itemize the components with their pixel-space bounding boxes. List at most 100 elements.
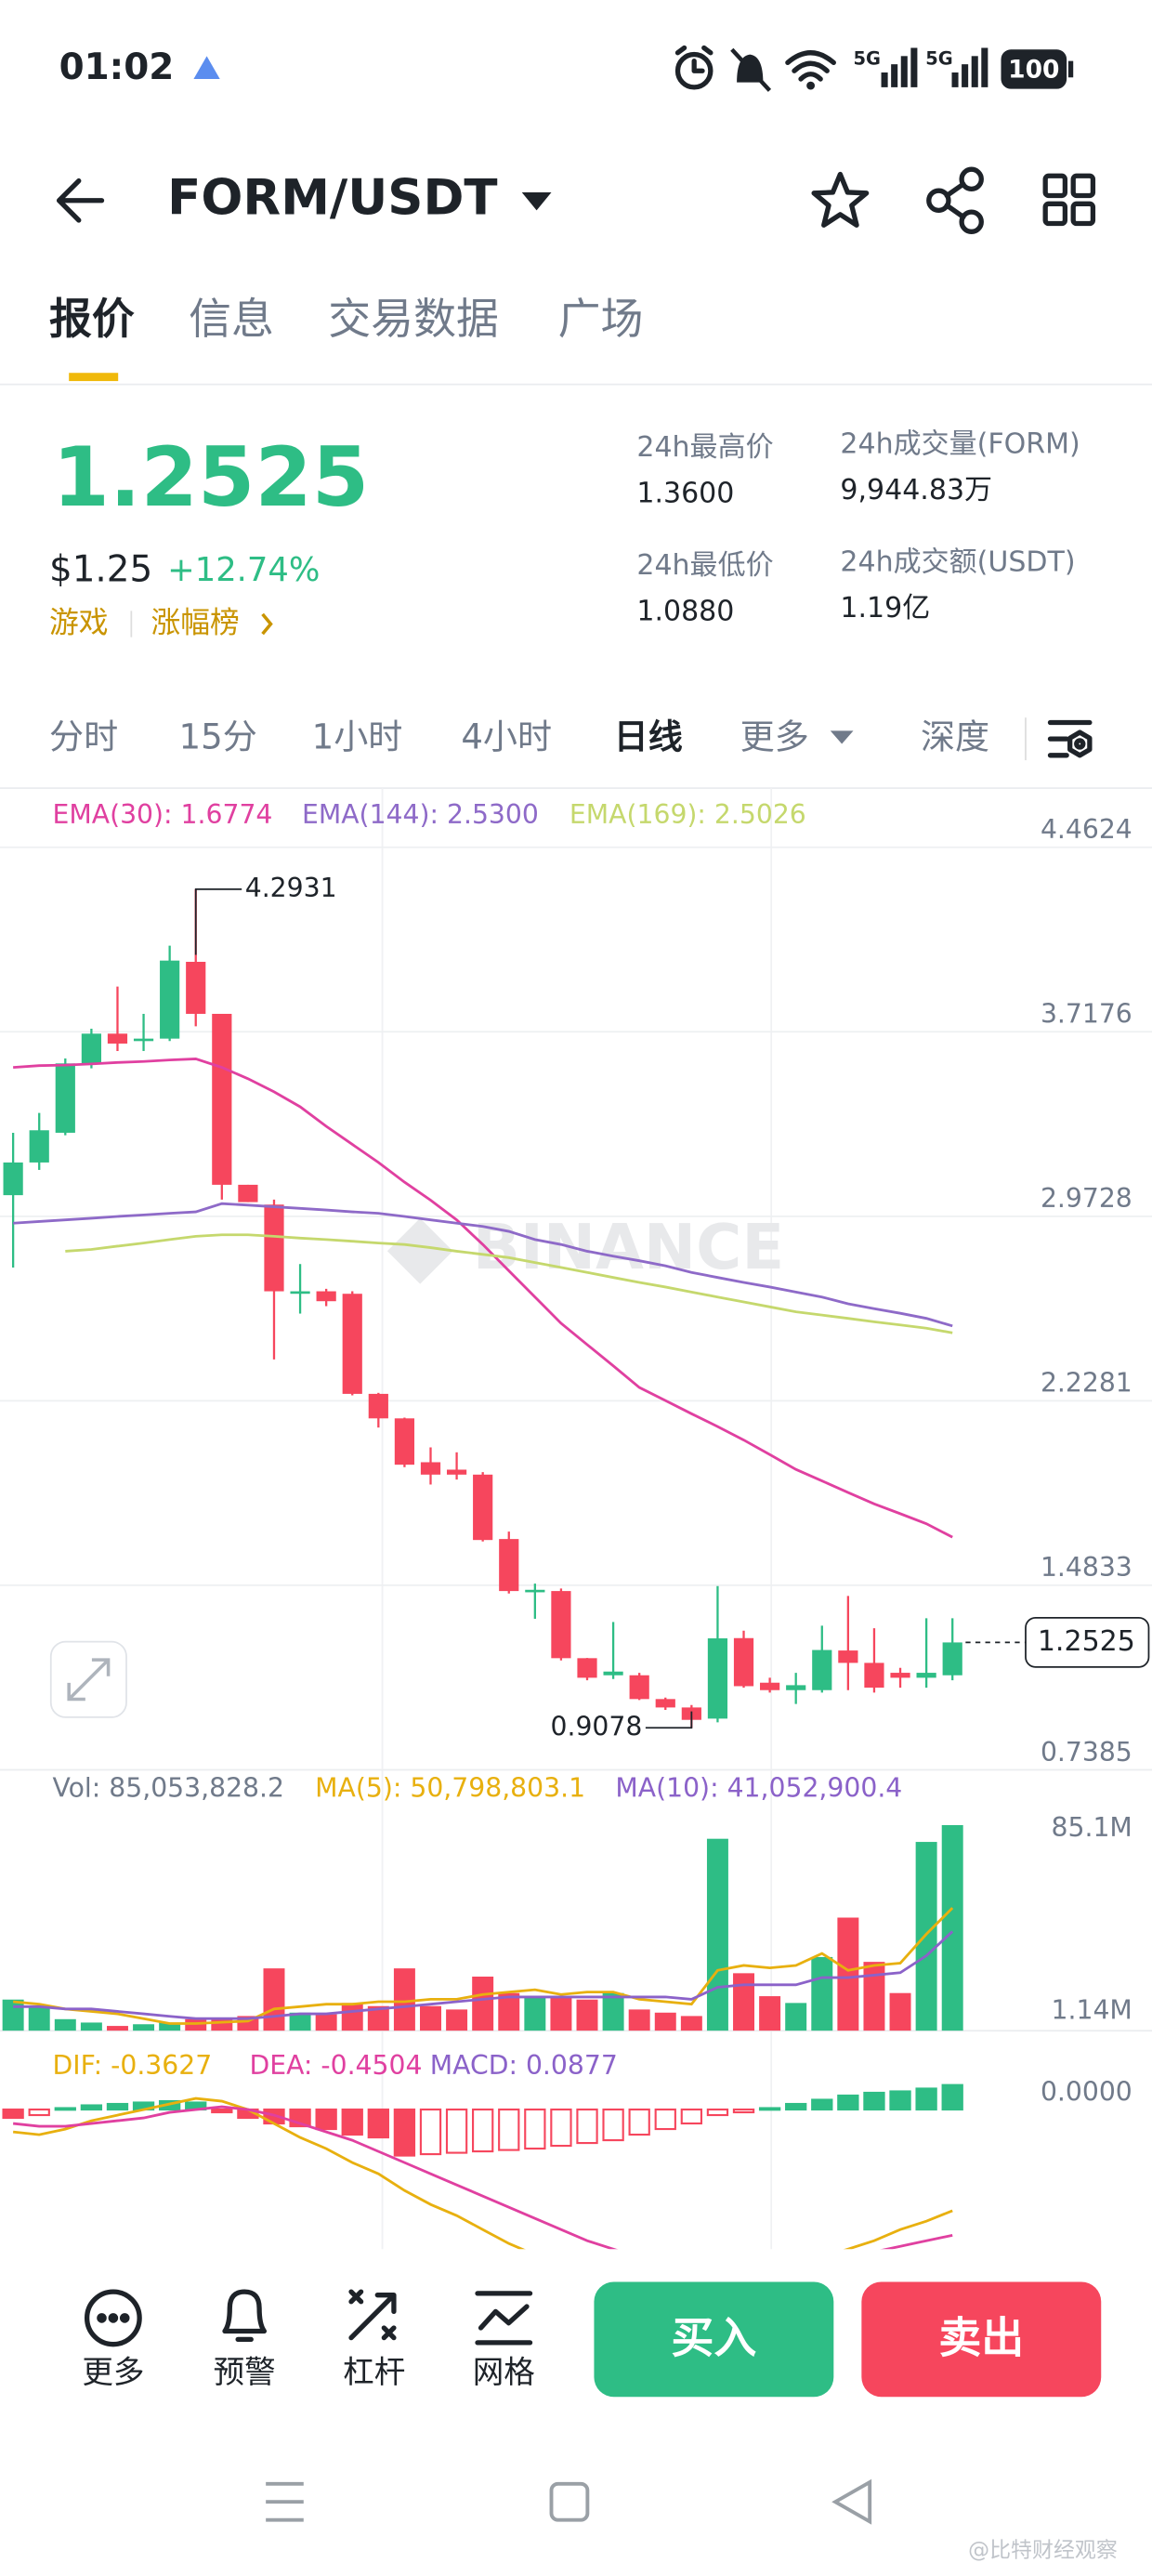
indicator-line bbox=[13, 1202, 953, 1328]
favorite-button[interactable] bbox=[811, 171, 870, 228]
sell-label[interactable]: 卖出 bbox=[938, 2313, 1024, 2363]
volume-bar bbox=[420, 2005, 441, 2031]
indicator-line bbox=[12, 1907, 954, 2025]
candle-body bbox=[525, 1589, 545, 1593]
candle-body bbox=[316, 1291, 336, 1302]
tab[interactable]: 报价 bbox=[49, 294, 135, 344]
macd-bar bbox=[811, 2098, 833, 2111]
legend-entry: MA(10): 41,052,900.4 bbox=[615, 1773, 902, 1804]
candle-body bbox=[916, 1673, 936, 1678]
tool-label[interactable]: 杠杆 bbox=[343, 2354, 405, 2390]
interval-tab[interactable]: 4小时 bbox=[461, 717, 552, 757]
macd-bar bbox=[524, 2108, 546, 2150]
y-tick-label: 0.0000 bbox=[1041, 2076, 1132, 2107]
volume-bar bbox=[811, 1956, 833, 2031]
indicator-line bbox=[12, 2105, 953, 2250]
price-chart: 4.4624 3.7176 2.9728 2.2281 1.4833 0.7385 BINA… bbox=[0, 814, 1152, 1770]
candle-body bbox=[864, 1663, 884, 1689]
indicator-line bbox=[13, 1930, 954, 2020]
more-dropdown[interactable] bbox=[830, 730, 854, 744]
legend-entry: MACD: 0.0877 bbox=[430, 2050, 618, 2081]
interval-tab[interactable]: 更多 bbox=[740, 717, 809, 757]
buy-button[interactable] bbox=[594, 2281, 834, 2398]
stat-value: 1.3600 bbox=[636, 477, 734, 509]
tool-label[interactable]: 网格 bbox=[473, 2354, 535, 2390]
back-button[interactable] bbox=[56, 177, 105, 223]
candle-body bbox=[368, 1393, 388, 1419]
price-change: +12.74% bbox=[167, 551, 320, 589]
volume-bar bbox=[628, 2009, 650, 2031]
volume-bar bbox=[654, 2012, 676, 2031]
macd-bar bbox=[863, 2091, 885, 2111]
volume-bar bbox=[263, 1968, 285, 2031]
y-tick-label: 0.7385 bbox=[1041, 1737, 1132, 1768]
tab[interactable]: 信息 bbox=[189, 294, 274, 344]
candle-body bbox=[812, 1649, 832, 1690]
legend-entry: DEA: -0.4504 bbox=[249, 2050, 422, 2081]
candle-body bbox=[838, 1650, 858, 1663]
tag[interactable]: 游戏 bbox=[49, 605, 109, 639]
y-tick-label: 1.4833 bbox=[1041, 1552, 1132, 1583]
tab[interactable]: 广场 bbox=[558, 294, 644, 344]
sell-button[interactable] bbox=[861, 2281, 1102, 2398]
menu-button[interactable] bbox=[1042, 173, 1096, 227]
last-price-label: 1.2525 bbox=[1038, 1625, 1135, 1658]
y-tick-label: 2.2281 bbox=[1041, 1368, 1132, 1399]
usd-price: $1.25 bbox=[49, 548, 152, 590]
expand-button[interactable] bbox=[49, 1640, 127, 1718]
tool-icons bbox=[84, 2289, 533, 2347]
interval-tab[interactable]: 分时 bbox=[49, 717, 118, 757]
candle-body bbox=[760, 1682, 780, 1690]
interval-tab[interactable]: 深度 bbox=[921, 717, 989, 757]
macd-bar bbox=[419, 2108, 442, 2156]
candle-body bbox=[186, 962, 206, 1014]
stat-value: 9,944.83万 bbox=[840, 474, 992, 506]
interval-tab[interactable]: 15分 bbox=[179, 717, 257, 757]
interval-tab[interactable]: 日线 bbox=[614, 717, 683, 757]
candle-body bbox=[577, 1658, 597, 1678]
tag[interactable]: 涨幅榜 bbox=[151, 605, 240, 639]
volume-bar bbox=[733, 1973, 755, 2031]
candle-body bbox=[264, 1204, 284, 1292]
buy-label[interactable]: 买入 bbox=[671, 2313, 756, 2363]
macd-bar bbox=[54, 2107, 76, 2111]
tool-label[interactable]: 更多 bbox=[82, 2354, 144, 2390]
volume-chart bbox=[2, 1824, 963, 2031]
legend-entry: EMA(144): 2.5300 bbox=[302, 799, 539, 830]
macd-bar bbox=[602, 2108, 624, 2142]
macd-bar bbox=[106, 2102, 129, 2111]
legend-entry: DIF: -0.3627 bbox=[53, 2050, 213, 2081]
volume-bar bbox=[550, 1996, 572, 2031]
macd-bar bbox=[732, 2108, 755, 2114]
candle-body bbox=[942, 1642, 962, 1676]
tab[interactable]: 交易数据 bbox=[328, 294, 499, 344]
interval-tab[interactable]: 1小时 bbox=[312, 717, 403, 757]
macd-bar bbox=[680, 2108, 703, 2125]
volume-bar bbox=[2, 1999, 24, 2031]
macd-bar bbox=[498, 2108, 520, 2151]
logo-text: BINANCE bbox=[473, 1211, 784, 1283]
share-button[interactable] bbox=[926, 166, 984, 234]
macd-bar bbox=[367, 2108, 389, 2139]
stat-label: 24h成交量(FORM) bbox=[840, 427, 1080, 460]
volume-bar bbox=[889, 1992, 911, 2031]
pair-dropdown[interactable] bbox=[521, 191, 552, 211]
nav-bar[interactable] bbox=[266, 2478, 872, 2525]
indicator-line bbox=[12, 2096, 953, 2250]
chart-settings[interactable] bbox=[1047, 719, 1093, 758]
volume-bar bbox=[863, 1962, 885, 2031]
candle-body bbox=[238, 1184, 258, 1203]
volume-bar bbox=[680, 2016, 702, 2031]
status-icons bbox=[674, 45, 1074, 92]
tool-label[interactable]: 预警 bbox=[214, 2354, 276, 2390]
y-tick-label: 2.9728 bbox=[1041, 1183, 1132, 1214]
macd-chart bbox=[2, 2083, 963, 2250]
candle-body bbox=[655, 1699, 675, 1708]
volume-bar bbox=[106, 2026, 128, 2031]
volume-bar bbox=[393, 1968, 415, 2031]
candle-body bbox=[55, 1063, 75, 1133]
pair-title[interactable]: FORM/USDT bbox=[167, 169, 497, 226]
volume-bar bbox=[159, 2022, 181, 2031]
